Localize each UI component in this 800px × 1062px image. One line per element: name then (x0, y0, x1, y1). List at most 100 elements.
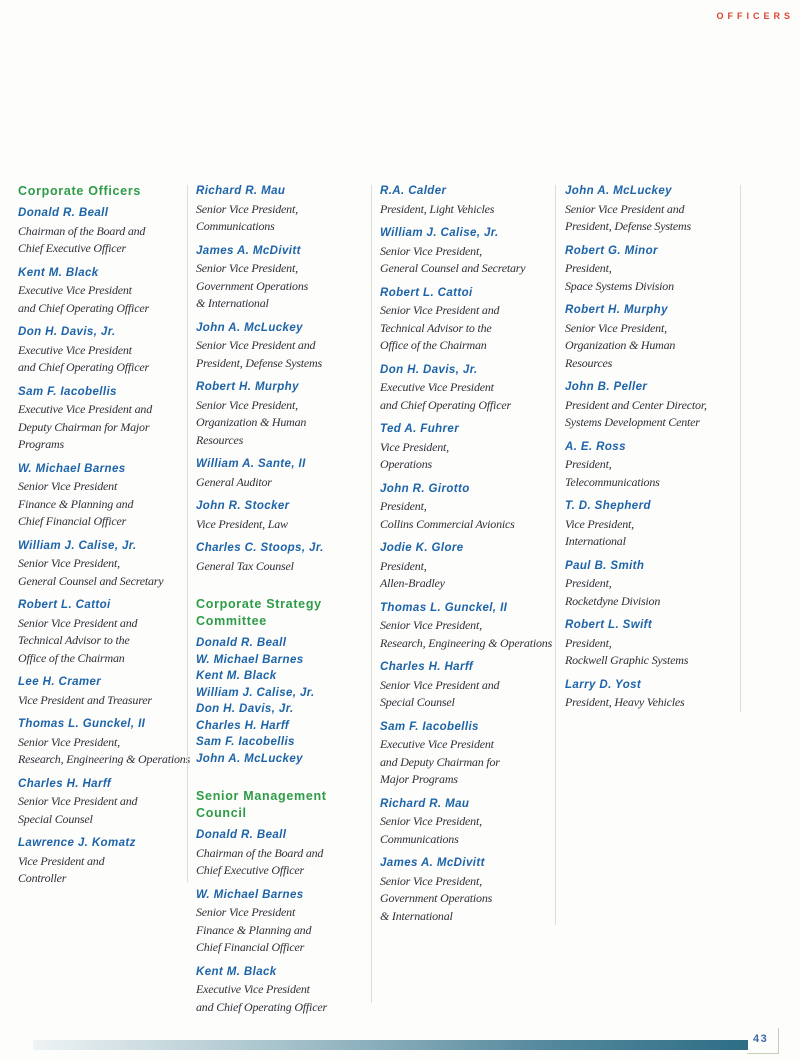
officer-name: Sam F. Iacobellis (18, 385, 117, 398)
officer-name: Ted A. Fuhrer (380, 423, 460, 435)
officer-title-line: President, Light Vehicles (380, 201, 495, 216)
officer-entry: Lawrence J. Komatz Vice President and Cont… (18, 835, 188, 888)
officer-name: James A. McDivitt (380, 857, 485, 869)
officer-entry: A. E. Ross President, Telecommunications (565, 439, 735, 492)
officer-title-line: Executive Vice President and (18, 402, 152, 416)
officer-title-line: President, (565, 635, 612, 650)
officer-entry: Ted A. Fuhrer Vice President, Operations (380, 421, 550, 474)
officer-title-line: Vice President, (380, 439, 449, 454)
officer-name: John R. Girotto (380, 482, 470, 495)
officer-entry: Robert L. Swift President, Rockwell Graphi… (565, 617, 735, 670)
officer-name: Thomas L. Gunckel, II (18, 718, 146, 730)
officer-name: A. E. Ross (565, 440, 626, 453)
officers-column-4: John A. McLuckey Senior Vice President an… (565, 183, 735, 719)
officer-title-line: and Deputy Chairman for (380, 754, 500, 769)
officer-title-line: Special Counsel (380, 695, 455, 709)
column-divider-1 (187, 185, 188, 882)
officer-title-line: and Chief Operating Officer (18, 360, 149, 374)
officer-title-line: Executive Vice President (18, 342, 132, 357)
officer-title-line: Senior Vice President and (565, 201, 685, 216)
officer-name: John B. Peller (565, 381, 648, 393)
officer-entry: Sam F. Iacobellis Executive Vice Presiden… (18, 384, 188, 454)
officer-entry: James A. McDivitt Senior Vice President, G… (380, 855, 550, 925)
officer-name: Kent M. Black (196, 965, 277, 978)
officer-entry: T. D. Shepherd Vice President, Internation… (565, 498, 735, 551)
section-heading-line: Senior Management (196, 789, 327, 803)
officer-name: Richard R. Mau (196, 185, 286, 197)
officer-entry: Lee H. Cramer Vice President and Treasure… (18, 674, 188, 709)
officer-title-line: Senior Vice President, (380, 873, 482, 888)
officer-entry: Donald R. Beall Chairman of the Board and… (196, 827, 366, 880)
member-name: Charles H. Harff (196, 719, 290, 732)
officer-title-line: Office of the Chairman (380, 338, 487, 352)
officer-title-line: Chief Executive Officer (196, 863, 305, 877)
officer-title-line: Vice President, Law (196, 516, 288, 531)
officer-title-line: General Tax Counsel (196, 558, 294, 573)
officer-name: John A. McLuckey (196, 321, 303, 334)
officer-entry: Robert G. Minor President, Space Systems D… (565, 243, 735, 296)
officer-name: William A. Sante, II (196, 458, 306, 470)
officer-title-line: Executive Vice President (380, 737, 494, 751)
officer-title-line: General Auditor (196, 474, 272, 489)
officer-name: Richard R. Mau (380, 797, 470, 810)
officer-name: Sam F. Iacobellis (380, 720, 479, 733)
officer-entry: Paul B. Smith President, Rocketdyne Divisi… (565, 558, 735, 611)
page-number: 43 (753, 1033, 769, 1045)
officer-title-line: Senior Vice President and (380, 677, 500, 692)
officers-column-3: R.A. Calder President, Light Vehicles Will… (380, 183, 552, 932)
officer-entry: Kent M. Black Executive Vice President and… (18, 265, 188, 318)
officer-title-line: Rocketdyne Division (565, 593, 661, 608)
officer-entry: William J. Calise, Jr. Senior Vice Presid… (18, 538, 188, 591)
officer-name: Robert L. Cattoi (18, 599, 111, 611)
officer-name: T. D. Shepherd (565, 500, 651, 512)
officer-entry: John A. McLuckey Senior Vice President an… (565, 183, 735, 236)
officer-title-line: Chairman of the Board and (196, 845, 324, 860)
officer-name: Lee H. Cramer (18, 676, 102, 688)
officer-title-line: Collins Commercial Avionics (380, 516, 515, 531)
officer-title-line: Programs (18, 437, 64, 451)
officer-title-line: Vice President and Treasurer (18, 692, 152, 707)
officer-entry: Robert H. Murphy Senior Vice President, Or… (196, 379, 366, 449)
officer-entry: Thomas L. Gunckel, II Senior Vice Preside… (18, 716, 190, 769)
member-name: Don H. Davis, Jr. (196, 703, 294, 715)
officer-title-line: Chief Financial Officer (196, 940, 305, 954)
officer-name: Don H. Davis, Jr. (18, 326, 116, 338)
officer-name: W. Michael Barnes (18, 462, 126, 475)
officer-name: Charles C. Stoops, Jr. (196, 542, 324, 554)
officer-entry: Richard R. Mau Senior Vice President, Comm… (196, 183, 366, 236)
officer-entry: Don H. Davis, Jr. Executive Vice Presiden… (380, 362, 550, 415)
officer-name: Robert L. Cattoi (380, 286, 473, 299)
officer-title-line: and Chief Operating Officer (18, 300, 149, 315)
officer-title-line: Senior Vice President, (565, 320, 667, 335)
column-divider-2 (371, 185, 372, 1003)
officer-title-line: Allen-Bradley (380, 576, 445, 590)
officer-title-line: and Chief Operating Officer (196, 999, 327, 1014)
page-number-corner-rule (747, 1028, 779, 1054)
section-heading-line: Committee (196, 614, 267, 628)
officer-name: Paul B. Smith (565, 559, 645, 572)
officer-name: John R. Stocker (196, 500, 290, 512)
officer-title-line: Telecommunications (565, 474, 660, 489)
officer-title-line: Chairman of the Board and (18, 223, 146, 238)
column-divider-4 (740, 185, 741, 712)
officer-entry: Kent M. Black Executive Vice President and… (196, 964, 366, 1017)
officer-title-line: Space Systems Division (565, 278, 674, 293)
officer-title-line: Senior Vice President (196, 905, 296, 919)
officers-column-1: Corporate Officers Donald R. Beall Chairma… (18, 183, 190, 895)
officer-name: Don H. Davis, Jr. (380, 363, 478, 376)
officer-title-line: President, (380, 558, 427, 573)
officer-entry: Richard R. Mau Senior Vice President, Comm… (380, 796, 550, 849)
officer-title-line: Operations (380, 457, 433, 471)
officer-title-line: Finance & Planning and (18, 496, 134, 511)
officer-entry: R.A. Calder President, Light Vehicles (380, 183, 550, 218)
officer-title-line: Senior Vice President and (196, 338, 316, 352)
officer-title-line: Organization & Human (196, 415, 307, 429)
officer-entry: W. Michael Barnes Senior Vice President Fi… (18, 461, 188, 531)
officer-entry: Robert L. Cattoi Senior Vice President an… (18, 597, 188, 667)
officer-title-line: Senior Vice President (18, 479, 118, 493)
officer-entry: William J. Calise, Jr. Senior Vice Presid… (380, 225, 550, 278)
section-heading: Corporate Officers (18, 183, 188, 200)
officer-entry: Donald R. Beall Chairman of the Board and… (18, 205, 188, 258)
officer-title-line: Senior Vice President, (18, 556, 120, 570)
officer-entry: Thomas L. Gunckel, II Senior Vice Preside… (380, 600, 552, 653)
